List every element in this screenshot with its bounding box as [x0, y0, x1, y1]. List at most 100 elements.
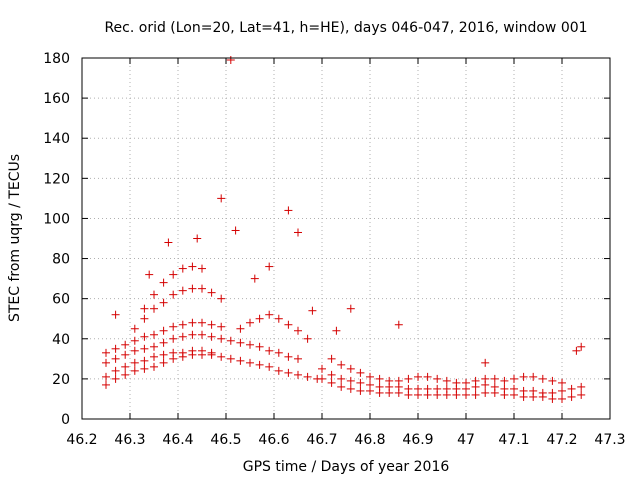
- data-point: [169, 334, 178, 343]
- data-point: [188, 318, 197, 327]
- y-tick-label: 160: [43, 91, 70, 107]
- data-point: [140, 304, 149, 313]
- data-point: [577, 342, 586, 351]
- data-point: [121, 350, 130, 359]
- data-point: [207, 348, 216, 357]
- data-point: [164, 238, 173, 247]
- data-point: [394, 320, 403, 329]
- x-tick-labels: 46.2 46.3 46.4 46.5 46.6 46.7 46.8 46.9 47 47.1 47…: [66, 432, 625, 448]
- x-tick-label: 46.4: [162, 432, 193, 448]
- axis-ticks: [81, 57, 611, 420]
- data-point: [423, 372, 432, 381]
- data-point: [130, 336, 139, 345]
- x-tick-label: 47.1: [498, 432, 529, 448]
- data-point: [207, 320, 216, 329]
- data-point: [102, 348, 110, 357]
- series-outliers: [111, 56, 586, 367]
- data-point: [337, 374, 346, 383]
- data-point: [414, 384, 422, 393]
- data-point: [577, 382, 586, 391]
- data-point: [217, 334, 226, 343]
- data-point: [169, 348, 178, 357]
- data-point: [111, 344, 120, 353]
- data-point: [121, 362, 130, 371]
- data-point: [538, 388, 547, 397]
- data-point: [236, 324, 245, 333]
- data-point: [159, 326, 168, 335]
- data-point: [140, 344, 149, 353]
- y-tick-label: 20: [52, 372, 70, 388]
- data-point: [169, 290, 178, 299]
- y-tick-label: 100: [43, 211, 70, 227]
- data-point: [217, 322, 226, 331]
- data-point: [462, 378, 470, 387]
- data-point: [284, 320, 293, 329]
- data-point: [519, 372, 528, 381]
- data-point: [250, 274, 259, 283]
- y-tick-label: 140: [43, 131, 70, 147]
- data-point: [577, 390, 586, 399]
- data-point: [337, 382, 346, 391]
- data-point: [255, 360, 264, 369]
- data-point: [500, 384, 509, 393]
- data-point: [572, 346, 581, 355]
- x-tick-label: 46.7: [306, 432, 337, 448]
- x-tick-label: 46.3: [114, 432, 145, 448]
- data-point: [567, 384, 576, 393]
- data-point: [226, 56, 235, 65]
- data-point: [111, 354, 120, 363]
- data-point: [145, 270, 154, 279]
- data-point: [169, 322, 178, 331]
- y-tick-label: 60: [52, 292, 70, 308]
- data-point: [140, 364, 149, 373]
- data-point: [255, 314, 264, 323]
- data-point: [150, 330, 158, 339]
- data-point: [178, 264, 187, 273]
- data-point: [308, 306, 317, 315]
- data-point: [548, 376, 557, 385]
- data-point: [265, 346, 274, 355]
- scatter-points: [102, 56, 586, 403]
- data-point: [433, 374, 442, 383]
- series-arc-high-1: [130, 284, 226, 333]
- data-point: [111, 310, 120, 319]
- data-point: [356, 378, 365, 387]
- data-point: [481, 358, 490, 367]
- data-point: [140, 314, 149, 323]
- y-tick-label: 40: [52, 332, 70, 348]
- data-point: [558, 386, 566, 395]
- data-point: [198, 264, 206, 273]
- x-tick-label: 46.9: [402, 432, 433, 448]
- data-point: [265, 310, 274, 319]
- data-point: [284, 352, 293, 361]
- data-point: [433, 384, 442, 393]
- data-point: [130, 346, 139, 355]
- data-point: [231, 226, 240, 235]
- data-point: [198, 318, 206, 327]
- data-point: [188, 330, 197, 339]
- data-point: [481, 388, 490, 397]
- data-point: [284, 206, 293, 215]
- data-point: [510, 374, 518, 383]
- x-axis-title: GPS time / Days of year 2016: [243, 459, 450, 475]
- data-point: [265, 262, 274, 271]
- data-point: [226, 336, 235, 345]
- data-point: [217, 294, 226, 303]
- data-point: [188, 262, 197, 271]
- data-point: [150, 290, 158, 299]
- data-point: [519, 386, 528, 395]
- data-point: [481, 374, 490, 383]
- data-point: [567, 392, 576, 401]
- data-point: [140, 332, 149, 341]
- x-tick-label: 47: [457, 432, 475, 448]
- data-point: [375, 382, 384, 391]
- data-point: [303, 372, 312, 381]
- y-tick-label: 0: [61, 412, 70, 428]
- data-point: [385, 376, 394, 385]
- data-point: [217, 194, 226, 203]
- data-point: [346, 384, 355, 393]
- data-point: [538, 374, 547, 383]
- x-tick-label: 47.2: [546, 432, 577, 448]
- data-point: [303, 334, 312, 343]
